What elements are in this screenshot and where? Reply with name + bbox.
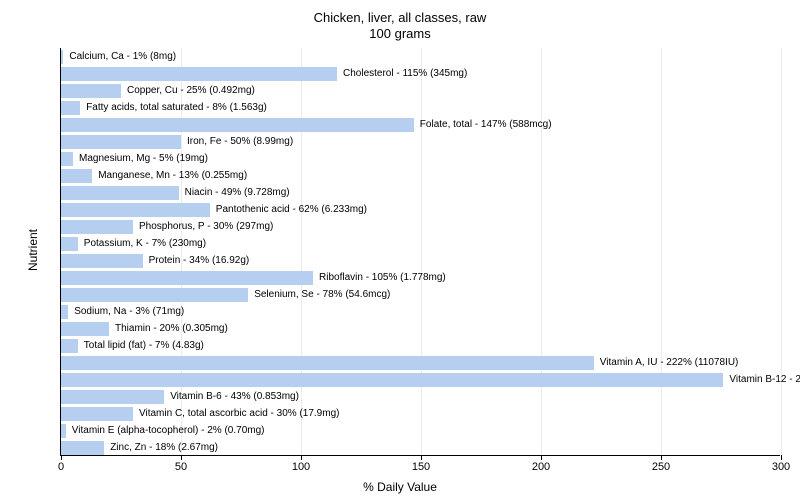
- nutrient-bar: Cholesterol - 115% (345mg): [61, 67, 467, 81]
- bar-rect: [61, 50, 63, 64]
- nutrient-bar: Protein - 34% (16.92g): [61, 254, 249, 268]
- grid-line: [661, 48, 662, 455]
- bar-rect: [61, 84, 121, 98]
- bar-label: Magnesium, Mg - 5% (19mg): [79, 153, 208, 164]
- nutrient-chart: Chicken, liver, all classes, raw 100 gra…: [0, 0, 800, 500]
- x-tick-mark: [661, 455, 662, 460]
- grid-line: [301, 48, 302, 455]
- bar-rect: [61, 305, 68, 319]
- bar-rect: [61, 288, 248, 302]
- bar-rect: [61, 373, 723, 387]
- nutrient-bar: Thiamin - 20% (0.305mg): [61, 322, 228, 336]
- nutrient-bar: Iron, Fe - 50% (8.99mg): [61, 135, 293, 149]
- x-tick-mark: [541, 455, 542, 460]
- bar-label: Folate, total - 147% (588mcg): [420, 119, 552, 130]
- bar-rect: [61, 390, 164, 404]
- chart-title-line1: Chicken, liver, all classes, raw: [0, 10, 800, 25]
- bar-rect: [61, 152, 73, 166]
- bar-rect: [61, 203, 210, 217]
- chart-title-line2: 100 grams: [0, 26, 800, 41]
- nutrient-bar: Pantothenic acid - 62% (6.233mg): [61, 203, 367, 217]
- bar-label: Fatty acids, total saturated - 8% (1.563…: [86, 102, 267, 113]
- bar-label: Iron, Fe - 50% (8.99mg): [187, 136, 293, 147]
- nutrient-bar: Niacin - 49% (9.728mg): [61, 186, 290, 200]
- bar-label: Phosphorus, P - 30% (297mg): [139, 221, 273, 232]
- bar-rect: [61, 441, 104, 455]
- y-axis-label: Nutrient: [26, 229, 40, 271]
- nutrient-bar: Fatty acids, total saturated - 8% (1.563…: [61, 101, 267, 115]
- x-tick-label: 150: [412, 461, 430, 473]
- bar-label: Riboflavin - 105% (1.778mg): [319, 272, 446, 283]
- nutrient-bar: Magnesium, Mg - 5% (19mg): [61, 152, 208, 166]
- bar-label: Manganese, Mn - 13% (0.255mg): [98, 170, 247, 181]
- bar-label: Vitamin A, IU - 222% (11078IU): [600, 357, 739, 368]
- bar-label: Zinc, Zn - 18% (2.67mg): [110, 442, 218, 453]
- bar-rect: [61, 118, 414, 132]
- nutrient-bar: Vitamin B-6 - 43% (0.853mg): [61, 390, 299, 404]
- bar-rect: [61, 407, 133, 421]
- bar-label: Sodium, Na - 3% (71mg): [74, 306, 184, 317]
- x-tick-label: 100: [292, 461, 310, 473]
- x-tick-mark: [781, 455, 782, 460]
- bar-label: Vitamin B-12 - 276% (16.58mcg): [729, 374, 800, 385]
- plot-area: 050100150200250300Calcium, Ca - 1% (8mg)…: [60, 48, 780, 456]
- bar-label: Pantothenic acid - 62% (6.233mg): [216, 204, 367, 215]
- bar-label: Selenium, Se - 78% (54.6mcg): [254, 289, 390, 300]
- x-axis-label: % Daily Value: [0, 480, 800, 494]
- x-tick-mark: [181, 455, 182, 460]
- bar-rect: [61, 67, 337, 81]
- bar-rect: [61, 101, 80, 115]
- bar-label: Total lipid (fat) - 7% (4.83g): [84, 340, 204, 351]
- bar-rect: [61, 237, 78, 251]
- nutrient-bar: Folate, total - 147% (588mcg): [61, 118, 552, 132]
- bar-label: Protein - 34% (16.92g): [149, 255, 250, 266]
- nutrient-bar: Copper, Cu - 25% (0.492mg): [61, 84, 255, 98]
- nutrient-bar: Vitamin C, total ascorbic acid - 30% (17…: [61, 407, 339, 421]
- bar-label: Vitamin C, total ascorbic acid - 30% (17…: [139, 408, 339, 419]
- grid-line: [421, 48, 422, 455]
- grid-line: [781, 48, 782, 455]
- bar-rect: [61, 220, 133, 234]
- nutrient-bar: Total lipid (fat) - 7% (4.83g): [61, 339, 204, 353]
- nutrient-bar: Zinc, Zn - 18% (2.67mg): [61, 441, 218, 455]
- bar-label: Vitamin E (alpha-tocopherol) - 2% (0.70m…: [72, 425, 265, 436]
- x-tick-label: 0: [58, 461, 64, 473]
- bar-label: Copper, Cu - 25% (0.492mg): [127, 85, 255, 96]
- x-tick-label: 200: [532, 461, 550, 473]
- nutrient-bar: Potassium, K - 7% (230mg): [61, 237, 206, 251]
- nutrient-bar: Sodium, Na - 3% (71mg): [61, 305, 184, 319]
- bar-rect: [61, 135, 181, 149]
- bar-rect: [61, 169, 92, 183]
- nutrient-bar: Vitamin A, IU - 222% (11078IU): [61, 356, 738, 370]
- nutrient-bar: Riboflavin - 105% (1.778mg): [61, 271, 446, 285]
- x-tick-mark: [61, 455, 62, 460]
- nutrient-bar: Calcium, Ca - 1% (8mg): [61, 50, 176, 64]
- bar-rect: [61, 356, 594, 370]
- bar-rect: [61, 271, 313, 285]
- bar-label: Niacin - 49% (9.728mg): [185, 187, 290, 198]
- bar-label: Potassium, K - 7% (230mg): [84, 238, 206, 249]
- bar-rect: [61, 186, 179, 200]
- x-tick-mark: [421, 455, 422, 460]
- nutrient-bar: Manganese, Mn - 13% (0.255mg): [61, 169, 247, 183]
- bar-rect: [61, 254, 143, 268]
- x-tick-label: 50: [175, 461, 187, 473]
- bar-label: Cholesterol - 115% (345mg): [343, 68, 467, 79]
- nutrient-bar: Vitamin B-12 - 276% (16.58mcg): [61, 373, 800, 387]
- bar-rect: [61, 322, 109, 336]
- x-tick-label: 250: [652, 461, 670, 473]
- grid-line: [541, 48, 542, 455]
- bar-label: Thiamin - 20% (0.305mg): [115, 323, 228, 334]
- nutrient-bar: Phosphorus, P - 30% (297mg): [61, 220, 273, 234]
- bar-rect: [61, 424, 66, 438]
- x-tick-mark: [301, 455, 302, 460]
- nutrient-bar: Vitamin E (alpha-tocopherol) - 2% (0.70m…: [61, 424, 264, 438]
- x-tick-label: 300: [772, 461, 790, 473]
- nutrient-bar: Selenium, Se - 78% (54.6mcg): [61, 288, 390, 302]
- bar-rect: [61, 339, 78, 353]
- bar-label: Vitamin B-6 - 43% (0.853mg): [170, 391, 299, 402]
- bar-label: Calcium, Ca - 1% (8mg): [69, 51, 176, 62]
